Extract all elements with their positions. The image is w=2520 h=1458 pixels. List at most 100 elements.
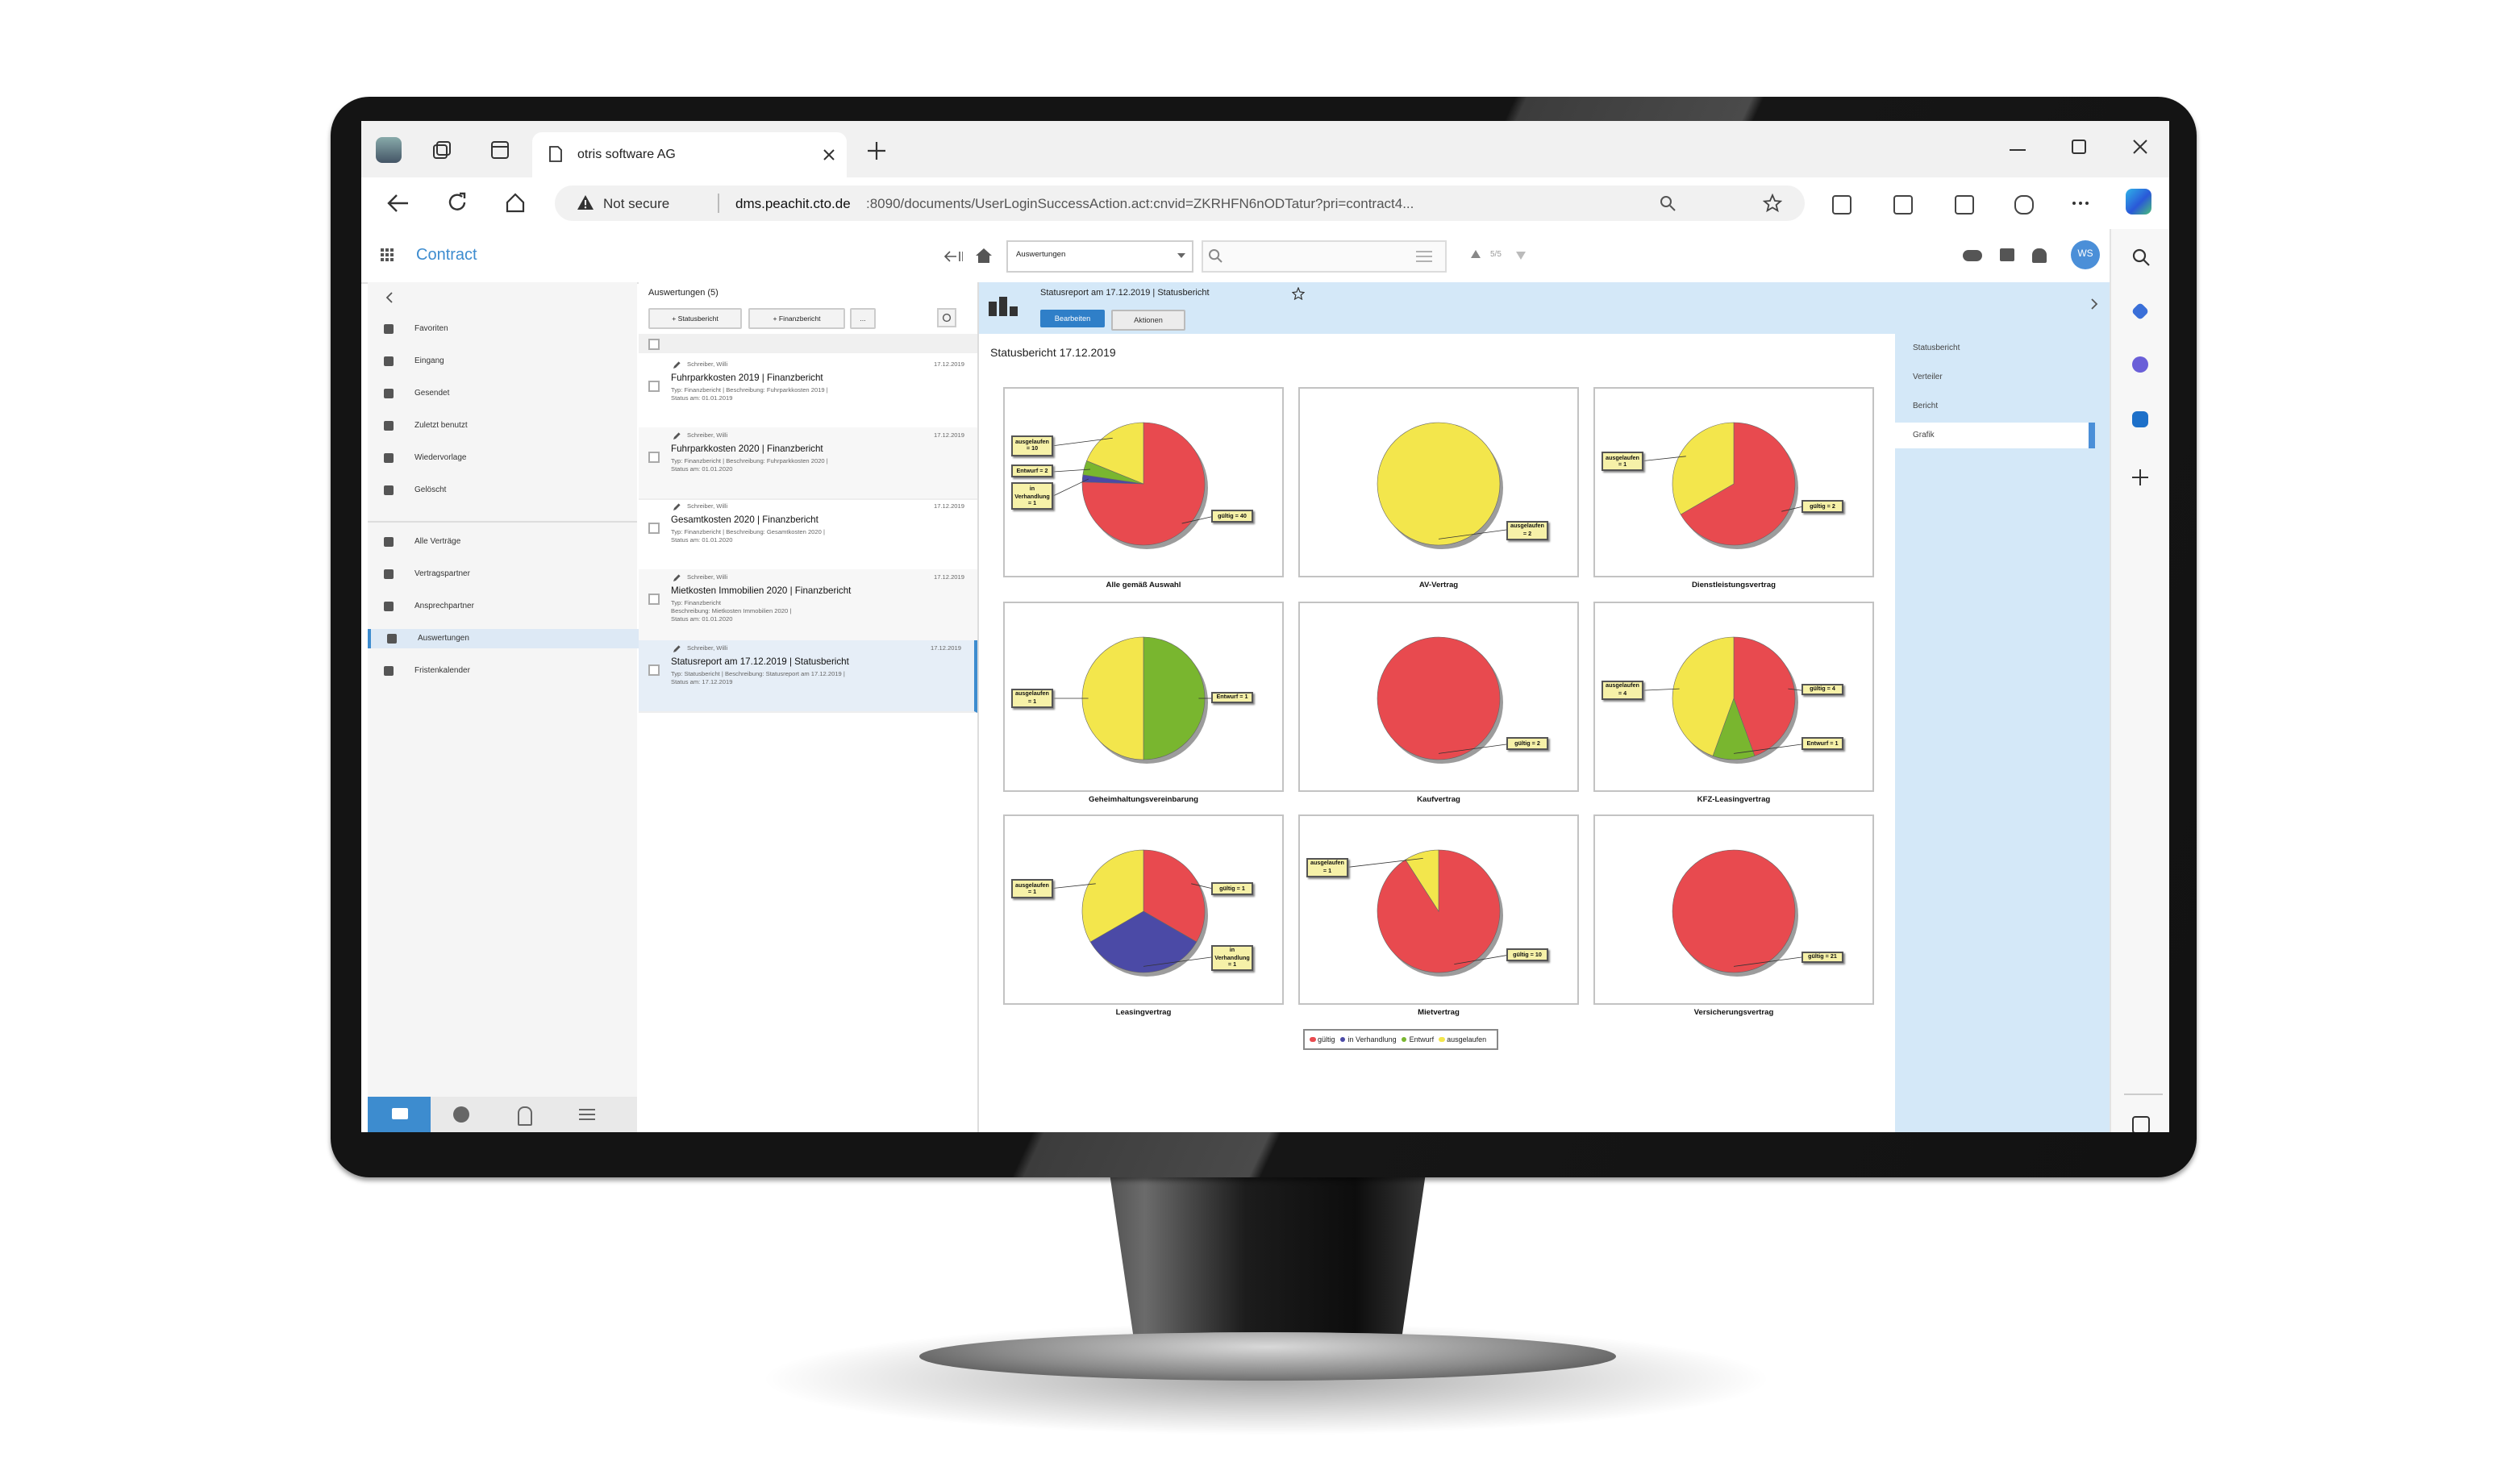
home-button[interactable] — [505, 192, 526, 213]
tools-sidebar[interactable] — [2132, 356, 2148, 373]
nav-item[interactable]: Gesendet — [368, 384, 637, 403]
nav-icon — [384, 666, 394, 676]
collections-icon[interactable] — [1955, 195, 1974, 215]
section-label: Grafik — [1913, 431, 1935, 440]
nav-item[interactable]: Gelöscht — [368, 481, 637, 500]
favorite-icon[interactable] — [1763, 194, 1782, 213]
pie-slice — [1377, 422, 1501, 546]
collapse-icon[interactable] — [943, 250, 963, 263]
value-label: Entwurf = 2 — [1011, 464, 1053, 478]
nav-item[interactable]: Wiedervorlage — [368, 448, 637, 468]
prev-arrow[interactable] — [1471, 250, 1481, 258]
nav-label: Gelöscht — [414, 485, 447, 495]
maximize[interactable] — [2071, 139, 2087, 155]
home-icon[interactable] — [976, 248, 992, 263]
section-item[interactable]: Bericht — [1895, 394, 2089, 419]
panel-expand[interactable] — [2090, 298, 2098, 310]
minimize[interactable] — [2010, 142, 2026, 158]
list-tab[interactable] — [579, 1108, 595, 1121]
view-select[interactable]: Auswertungen — [1006, 240, 1193, 273]
list-item[interactable]: Schreiber, Willi 17.12.2019 Mietkosten Imm… — [639, 569, 977, 642]
back-button[interactable] — [387, 194, 410, 213]
section-item[interactable]: Statusbericht — [1895, 335, 2089, 361]
chart-title: Geheimhaltungsvereinbarung — [1089, 796, 1198, 804]
folder-tab[interactable] — [368, 1097, 431, 1132]
browser-tab[interactable]: otris software AG — [532, 132, 847, 177]
nav-label: Zuletzt benutzt — [414, 421, 468, 431]
nav-item[interactable]: Fristenkalender — [368, 661, 637, 681]
next-arrow[interactable] — [1516, 252, 1526, 260]
pie-slice — [1733, 635, 1796, 756]
list-item-check[interactable] — [648, 664, 660, 676]
list-item-detail: Status am: 01.01.2020 — [671, 616, 733, 623]
filter-icon[interactable] — [1416, 250, 1432, 263]
list-item-check[interactable] — [648, 381, 660, 392]
leader-line — [1191, 883, 1212, 889]
leader-line — [1643, 687, 1680, 690]
leader-line — [1643, 456, 1686, 461]
select-all-check[interactable] — [648, 339, 660, 350]
cloud-icon[interactable] — [1963, 250, 1982, 261]
nav-item[interactable]: Auswertungen — [368, 629, 640, 648]
notification-icon[interactable] — [2032, 248, 2047, 263]
sidebar-toggle[interactable] — [2132, 1116, 2150, 1132]
tab-actions-icon[interactable] — [490, 140, 510, 160]
nav-icon — [384, 537, 394, 547]
list-button[interactable]: + Statusbericht — [648, 308, 742, 329]
list-item[interactable]: Schreiber, Willi 17.12.2019 Statusreport a… — [639, 640, 977, 713]
list-item[interactable]: Schreiber, Willi 17.12.2019 Gesamtkosten 2… — [639, 498, 977, 571]
split-icon[interactable] — [1832, 195, 1851, 215]
list-button[interactable]: ... — [850, 308, 876, 329]
edit-button[interactable]: Bearbeiten — [1040, 310, 1105, 327]
list-item-check[interactable] — [648, 594, 660, 605]
nav-item[interactable]: Zuletzt benutzt — [368, 416, 637, 435]
refresh-button[interactable] — [937, 308, 956, 327]
chat-icon[interactable] — [2000, 248, 2014, 261]
list-item-author: Schreiber, Willi — [687, 361, 728, 368]
nav-item[interactable]: Alle Verträge — [368, 532, 637, 552]
globe-tab[interactable] — [453, 1106, 469, 1123]
profile-icon[interactable] — [376, 137, 402, 163]
app-header: Contract Auswertungen 5/5 WS — [361, 229, 2110, 284]
reload-button[interactable] — [447, 192, 468, 213]
health-icon[interactable] — [2014, 195, 2034, 215]
user-avatar[interactable]: WS — [2071, 240, 2100, 269]
list-button[interactable]: + Finanzbericht — [748, 308, 845, 329]
favorites-icon[interactable] — [1893, 195, 1913, 215]
url-box[interactable]: Not secure dms.peachit.cto.de :8090/docu… — [555, 185, 1805, 221]
tab-close[interactable] — [823, 148, 835, 161]
nav-icon — [387, 634, 397, 644]
actions-button[interactable]: Aktionen — [1111, 310, 1185, 331]
legend-item: Entwurf — [1401, 1035, 1434, 1044]
list-item[interactable]: Schreiber, Willi 17.12.2019 Fuhrparkkosten… — [639, 427, 977, 500]
shopping-sidebar[interactable] — [2131, 302, 2150, 321]
nav-item[interactable]: Favoriten — [368, 319, 637, 339]
outlook-sidebar[interactable] — [2132, 411, 2148, 427]
new-tab[interactable] — [868, 142, 885, 160]
edit-icon — [673, 432, 681, 439]
menu-icon[interactable] — [2071, 200, 2090, 206]
nav-item[interactable]: Vertragspartner — [368, 564, 637, 584]
copilot-icon[interactable] — [2126, 189, 2151, 215]
section-item[interactable]: Verteiler — [1895, 364, 2089, 390]
add-sidebar[interactable] — [2132, 469, 2148, 485]
idea-tab[interactable] — [518, 1106, 532, 1126]
list-item[interactable]: Schreiber, Willi 17.12.2019 Fuhrparkkosten… — [639, 356, 977, 429]
section-item[interactable]: Grafik — [1895, 423, 2095, 448]
nav-item[interactable]: Ansprechpartner — [368, 597, 637, 616]
pie-slice — [1672, 849, 1796, 973]
list-item-check[interactable] — [648, 523, 660, 534]
nav-back[interactable] — [385, 292, 394, 303]
pin-icon[interactable] — [1292, 287, 1305, 300]
apps-grid-icon[interactable] — [381, 248, 394, 261]
close-window[interactable] — [2132, 139, 2148, 155]
list-item-check[interactable] — [648, 452, 660, 463]
nav-item[interactable]: Eingang — [368, 352, 637, 371]
legend-label: in Verhandlung — [1347, 1035, 1397, 1044]
search-box[interactable] — [1202, 240, 1447, 273]
list-item-date: 17.12.2019 — [933, 503, 964, 510]
leader-line — [1052, 437, 1113, 447]
workspaces-icon[interactable] — [432, 140, 452, 160]
zoom-icon[interactable] — [1660, 195, 1676, 211]
search-sidebar[interactable] — [2132, 248, 2150, 266]
